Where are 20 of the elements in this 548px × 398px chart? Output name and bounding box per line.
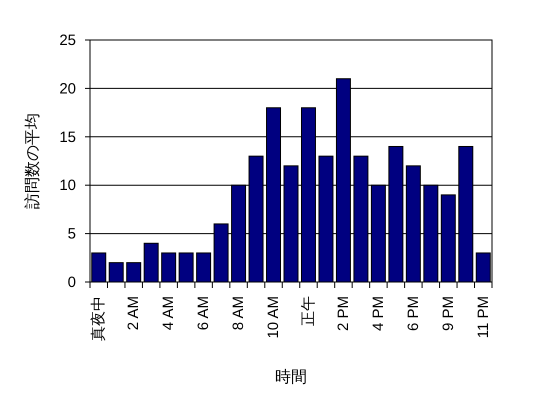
y-tick-label: 20: [59, 80, 76, 98]
y-tick-label: 5: [68, 226, 76, 243]
y-axis-title: 訪問数の平均: [24, 113, 42, 209]
x-tick-label: 11 PM: [474, 296, 492, 338]
y-tick-label: 10: [59, 177, 76, 194]
x-axis-title: 時間: [275, 368, 307, 386]
x-tick-label: 6 AM: [195, 296, 212, 330]
y-tick-label: 15: [59, 128, 76, 146]
x-tick-label: 4 PM: [370, 296, 387, 332]
x-tick-label: 8 AM: [230, 296, 248, 330]
x-tick-label: 正午: [300, 296, 317, 326]
x-tick-label: 6 PM: [404, 296, 422, 332]
y-tick-label: 0: [68, 274, 76, 291]
x-tick-label: 2 AM: [125, 296, 142, 330]
x-tick-label: 2 PM: [334, 296, 352, 332]
x-tick-label: 10 AM: [265, 296, 282, 339]
x-tick-label: 4 AM: [160, 296, 178, 330]
x-tick-label: 真夜中: [90, 296, 108, 341]
x-tick-label: 9 PM: [440, 296, 457, 332]
y-tick-label: 25: [59, 32, 76, 49]
